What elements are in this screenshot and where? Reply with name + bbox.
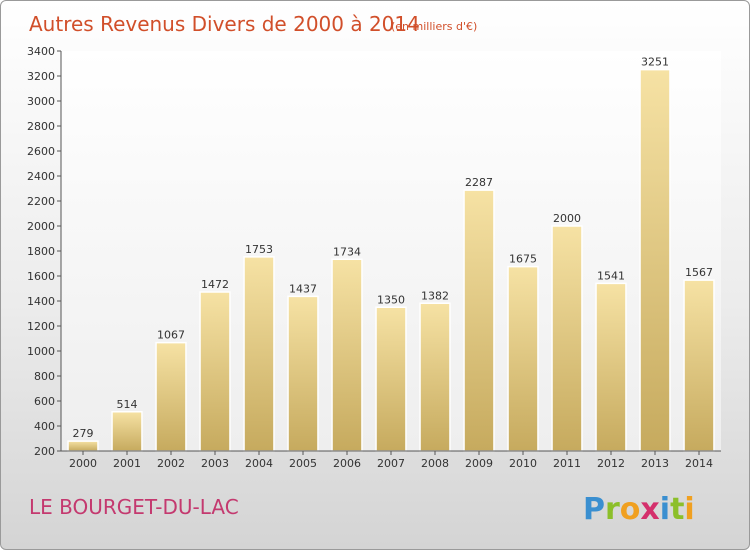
bar-value-label: 2287 <box>465 176 493 189</box>
x-tick-label: 2000 <box>69 457 97 470</box>
y-tick-label: 1000 <box>27 345 55 358</box>
bar <box>683 279 715 452</box>
logo-letter: i <box>660 492 670 527</box>
x-tick-label: 2002 <box>157 457 185 470</box>
bar <box>155 341 187 452</box>
bar-value-label: 1541 <box>597 269 625 282</box>
bar <box>67 440 99 452</box>
logo-letter: r <box>605 492 620 527</box>
bar <box>331 258 363 452</box>
x-tick-label: 2006 <box>333 457 361 470</box>
y-tick-label: 1800 <box>27 245 55 258</box>
y-tick-label: 2400 <box>27 170 55 183</box>
bar-value-label: 3251 <box>641 56 669 69</box>
bar-value-label: 1567 <box>685 266 713 279</box>
x-tick-label: 2010 <box>509 457 537 470</box>
bar <box>639 68 671 452</box>
y-tick-label: 400 <box>34 420 55 433</box>
bar-value-label: 2000 <box>553 212 581 225</box>
bar <box>375 306 407 452</box>
logo-letter: o <box>620 492 641 527</box>
bar <box>287 295 319 452</box>
x-tick-label: 2009 <box>465 457 493 470</box>
bar <box>243 256 275 452</box>
y-tick-label: 600 <box>34 395 55 408</box>
y-tick-label: 2800 <box>27 120 55 133</box>
bar <box>419 302 451 452</box>
bar-value-label: 1753 <box>245 243 273 256</box>
location-label: LE BOURGET-DU-LAC <box>29 495 239 519</box>
bar <box>199 291 231 452</box>
bars: 279 514 1067 1472 1753 1437 1734 1350 1382 2287 16… <box>67 56 715 452</box>
y-tick-label: 3000 <box>27 95 55 108</box>
x-tick-label: 2013 <box>641 457 669 470</box>
bar <box>551 225 583 452</box>
x-tick-label: 2001 <box>113 457 141 470</box>
bar <box>595 282 627 452</box>
x-tick-label: 2008 <box>421 457 449 470</box>
bar-value-label: 1675 <box>509 253 537 266</box>
bar-value-label: 1472 <box>201 278 229 291</box>
y-tick-label: 2600 <box>27 145 55 158</box>
bar-value-label: 1734 <box>333 245 361 258</box>
y-tick-label: 800 <box>34 370 55 383</box>
chart-title: Autres Revenus Divers de 2000 à 2014 <box>29 12 420 36</box>
y-tick-label: 2200 <box>27 195 55 208</box>
x-tick-label: 2014 <box>685 457 713 470</box>
x-tick-label: 2004 <box>245 457 273 470</box>
y-tick-label: 1400 <box>27 295 55 308</box>
bar-value-label: 514 <box>117 398 138 411</box>
logo-letter: x <box>640 492 659 527</box>
bar-value-label: 1067 <box>157 329 185 342</box>
y-tick-label: 3400 <box>27 45 55 58</box>
bar <box>111 411 143 452</box>
bar <box>463 189 495 452</box>
proxiti-logo: Proxiti <box>583 492 695 527</box>
y-tick-label: 3200 <box>27 70 55 83</box>
y-tick-label: 1600 <box>27 270 55 283</box>
bar-value-label: 1382 <box>421 289 449 302</box>
x-tick-label: 2007 <box>377 457 405 470</box>
y-tick-label: 2000 <box>27 220 55 233</box>
x-tick-label: 2005 <box>289 457 317 470</box>
bar-value-label: 1437 <box>289 282 317 295</box>
logo-letter: t <box>670 492 684 527</box>
chart-subtitle: (en milliers d'€) <box>391 20 477 33</box>
x-tick-label: 2012 <box>597 457 625 470</box>
x-axis: 2000 2001 2002 2003 2004 2005 2006 2007 2008 2009… <box>61 450 721 470</box>
y-tick-label: 1200 <box>27 320 55 333</box>
bar <box>507 265 539 452</box>
bar-value-label: 1350 <box>377 293 405 306</box>
logo-letter: i <box>684 492 694 527</box>
logo-letter: P <box>583 492 605 527</box>
x-tick-label: 2011 <box>553 457 581 470</box>
y-axis: 200 400 600 800 1000 1200 1400 1600 1800 2000 2200… <box>27 45 62 458</box>
bar-value-label: 279 <box>73 427 94 440</box>
y-tick-label: 200 <box>34 445 55 458</box>
x-tick-label: 2003 <box>201 457 229 470</box>
